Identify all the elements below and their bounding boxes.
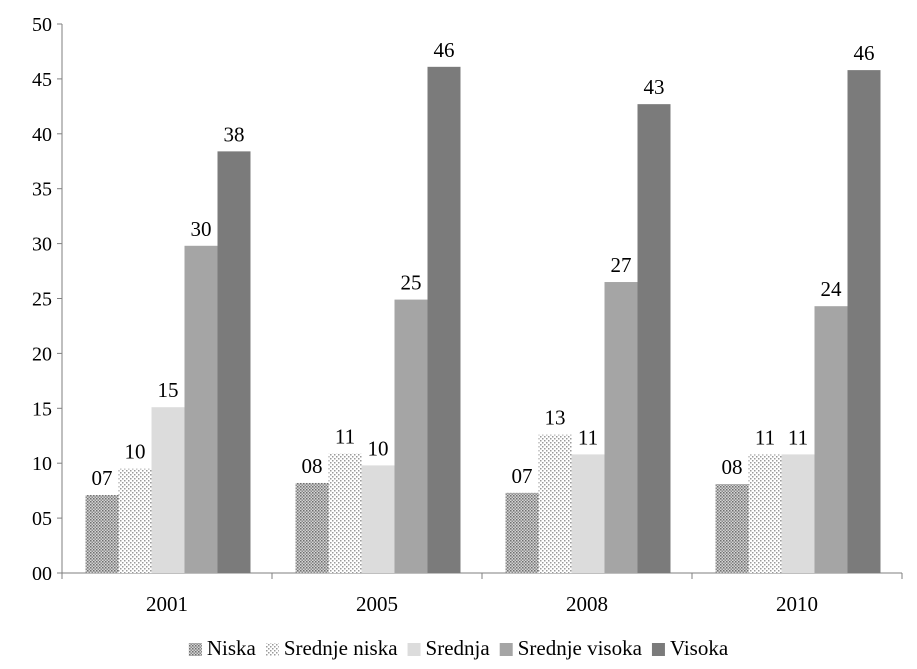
bars [85, 66, 881, 574]
bar-visoka-2001 [217, 151, 251, 574]
legend-swatch [188, 643, 202, 656]
data-label: 13 [545, 406, 566, 430]
bar-niska-2008 [505, 492, 539, 573]
bar-visoka-2010 [847, 70, 881, 573]
bar-srednje-niska-2010 [748, 454, 782, 573]
bar-niska-2010 [715, 484, 749, 573]
bar-srednje-visoka-2010 [814, 306, 848, 573]
data-label: 25 [401, 271, 422, 295]
data-label: 46 [434, 38, 455, 62]
x-tick-label: 2005 [356, 592, 398, 616]
data-label: 07 [92, 466, 113, 490]
y-tick-label: 10 [32, 453, 52, 475]
data-label: 15 [158, 378, 179, 402]
axes: 00 05 10 15 20 25 30 35 40 45 50 2001 2005 2008 2010 [32, 14, 903, 616]
legend-item-visoka: Visoka [651, 636, 729, 660]
data-labels: 07 10 15 30 38 08 11 10 25 46 07 13 11 27 43 08 11 11 24 46 [92, 38, 875, 490]
legend-swatch [265, 643, 279, 656]
data-label: 07 [512, 464, 533, 488]
y-tick-label: 30 [32, 234, 52, 256]
bar-visoka-2008 [637, 104, 671, 574]
legend-item-niska: Niska [188, 636, 257, 660]
legend-swatch [651, 643, 665, 656]
legend-label: Visoka [670, 636, 729, 660]
data-label: 24 [821, 277, 843, 301]
bar-srednja-2008 [571, 454, 605, 573]
data-label: 08 [302, 454, 323, 478]
bar-srednje-visoka-2001 [184, 245, 218, 573]
legend-item-srednje-visoka: Srednje visoka [499, 636, 643, 660]
y-tick-label: 45 [32, 69, 52, 91]
legend-item-srednje-niska: Srednje niska [265, 636, 398, 660]
data-label: 38 [224, 122, 245, 146]
legend-swatch [499, 643, 513, 656]
bar-srednja-2001 [151, 407, 185, 573]
x-tick-label: 2001 [146, 592, 188, 616]
y-tick-label: 20 [32, 343, 52, 365]
bar-srednje-visoka-2005 [394, 299, 428, 573]
legend-label: Srednje niska [284, 636, 398, 660]
bar-srednja-2010 [781, 454, 815, 573]
bar-srednje-niska-2008 [538, 434, 572, 573]
y-tick-label: 50 [32, 14, 52, 36]
x-tick-label: 2008 [566, 592, 608, 616]
legend-swatch [407, 643, 421, 656]
bar-srednje-visoka-2008 [604, 282, 638, 573]
y-tick-label: 05 [32, 508, 52, 530]
legend-label: Srednja [426, 636, 491, 660]
y-tick-label: 00 [32, 563, 52, 585]
data-label: 43 [644, 75, 665, 99]
legend-item-srednja: Srednja [407, 636, 491, 660]
data-label: 46 [854, 41, 875, 65]
data-label: 30 [191, 217, 212, 241]
data-label: 08 [722, 455, 743, 479]
data-label: 10 [125, 440, 146, 464]
bar-srednje-niska-2001 [118, 468, 152, 573]
legend: Niska Srednje niska Srednja Srednje visoka V… [188, 636, 729, 660]
y-tick-label: 25 [32, 289, 52, 311]
bar-srednja-2005 [361, 465, 395, 573]
bar-niska-2005 [295, 482, 329, 573]
data-label: 11 [755, 425, 775, 449]
data-label: 11 [578, 425, 598, 449]
legend-label: Niska [207, 636, 257, 660]
data-label: 11 [335, 424, 355, 448]
y-tick-label: 15 [32, 398, 52, 420]
bar-srednje-niska-2005 [328, 453, 362, 573]
bar-niska-2001 [85, 495, 119, 573]
x-tick-label: 2010 [776, 592, 818, 616]
legend-label: Srednje visoka [518, 636, 643, 660]
data-label: 11 [788, 425, 808, 449]
y-tick-label: 40 [32, 124, 52, 146]
data-label: 10 [368, 436, 389, 460]
bar-visoka-2005 [427, 66, 461, 574]
y-tick-label: 35 [32, 179, 52, 201]
data-label: 27 [611, 253, 632, 277]
